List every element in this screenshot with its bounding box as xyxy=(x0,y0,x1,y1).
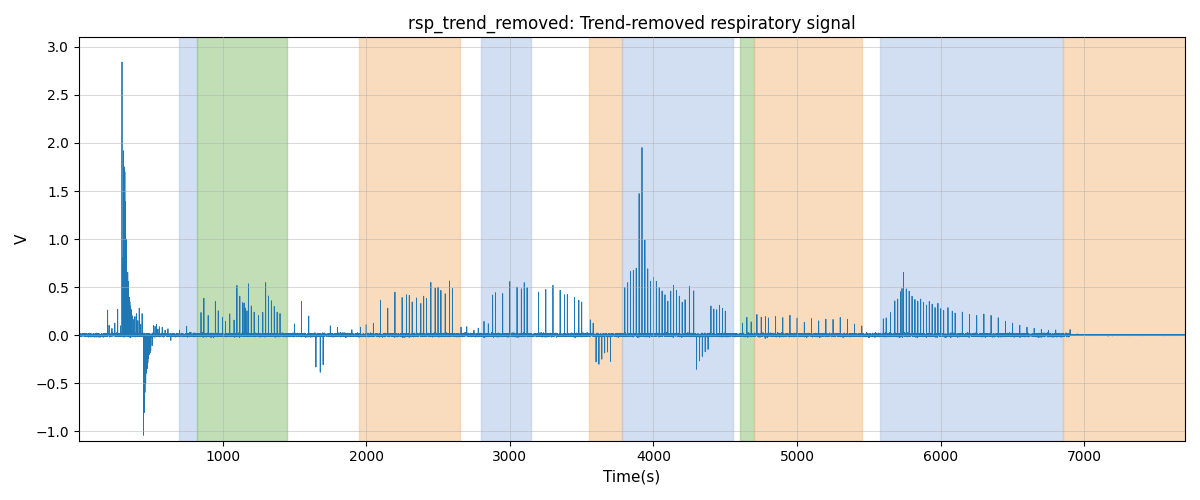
Y-axis label: V: V xyxy=(14,234,30,244)
Bar xyxy=(881,38,1063,440)
Bar xyxy=(359,38,460,440)
Bar xyxy=(1063,38,1184,440)
Bar xyxy=(739,38,754,440)
Bar xyxy=(180,38,197,440)
Bar xyxy=(622,38,732,440)
X-axis label: Time(s): Time(s) xyxy=(604,470,660,485)
Bar xyxy=(589,38,622,440)
Bar xyxy=(754,38,862,440)
Bar xyxy=(481,38,532,440)
Bar xyxy=(197,38,287,440)
Title: rsp_trend_removed: Trend-removed respiratory signal: rsp_trend_removed: Trend-removed respira… xyxy=(408,15,856,34)
